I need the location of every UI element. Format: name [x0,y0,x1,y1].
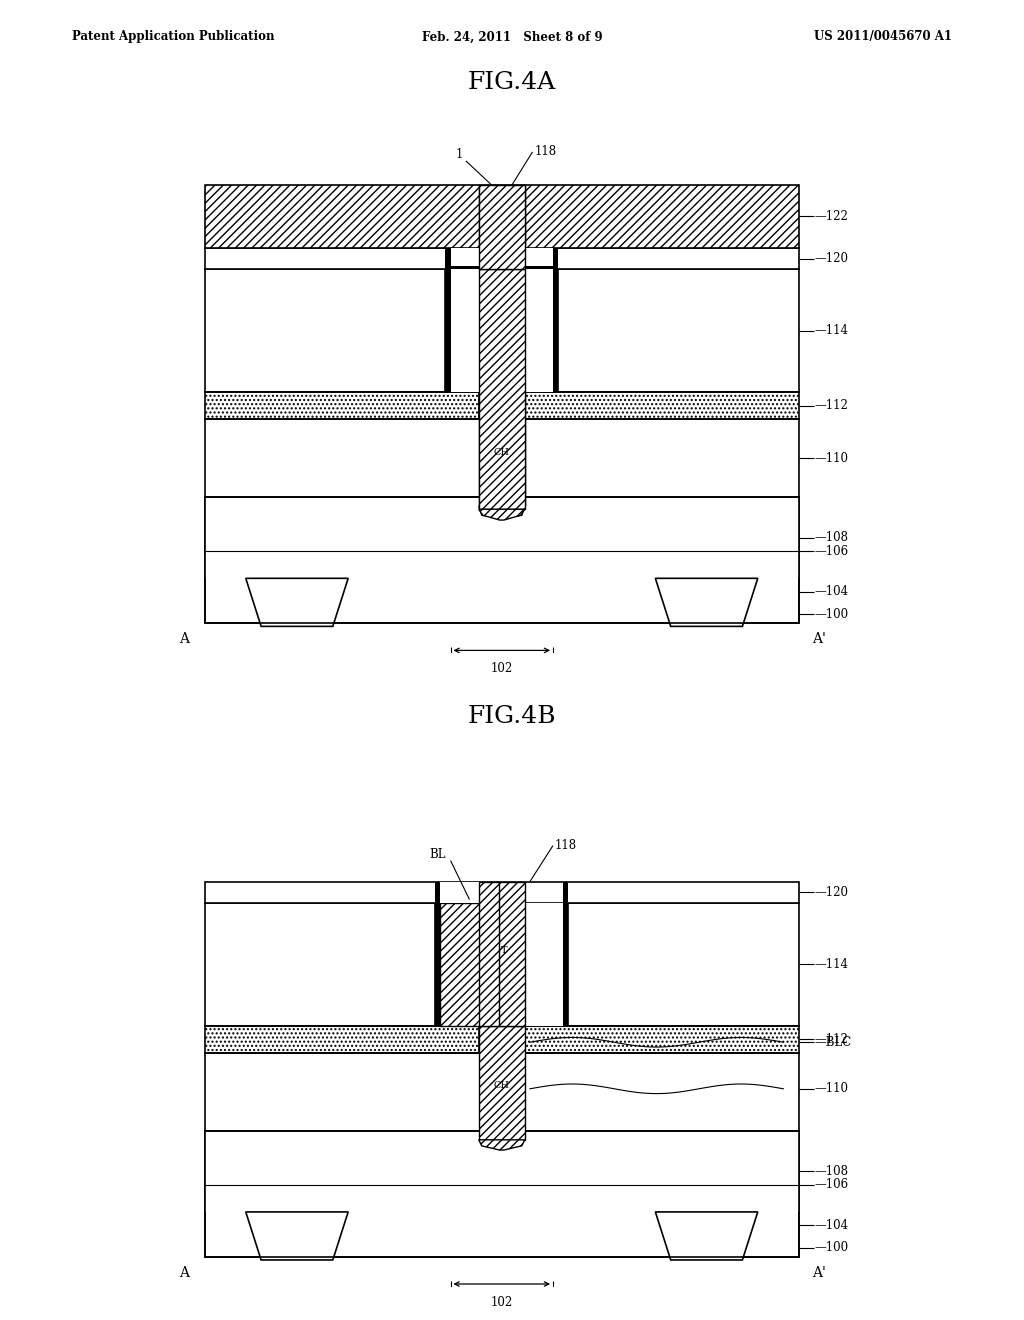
Text: —112: —112 [814,1032,848,1045]
Text: —106: —106 [814,545,848,558]
Text: A: A [179,1266,189,1280]
Text: FIG.4B: FIG.4B [468,705,556,727]
Text: —100: —100 [814,609,848,620]
Bar [635,1131,799,1212]
Bar [635,498,799,578]
Bar [479,185,525,269]
Bar [205,185,799,248]
Text: US 2011/0045670 A1: US 2011/0045670 A1 [814,30,952,44]
Text: BL: BL [429,847,445,861]
Bar [451,248,553,267]
Bar [205,498,799,623]
Polygon shape [655,578,758,627]
Bar [479,1026,525,1140]
Bar [205,1053,799,1131]
Text: —112: —112 [814,399,848,412]
Bar [435,882,440,1026]
Text: —BLC: —BLC [814,1036,851,1049]
Bar [205,1131,799,1257]
Bar [205,498,369,578]
Text: 102: 102 [490,1296,513,1309]
Bar [451,269,479,392]
Bar [479,392,525,507]
Bar [479,882,525,1026]
Polygon shape [479,507,524,519]
Text: A': A' [812,1266,826,1280]
Text: —122: —122 [814,210,848,223]
Bar [205,420,799,498]
Bar [451,269,479,392]
Text: A': A' [812,632,826,647]
Bar [553,248,558,392]
Bar [205,248,799,269]
Bar [524,269,553,392]
Text: A: A [179,632,189,647]
Text: —110: —110 [814,1082,848,1096]
Text: Feb. 24, 2011   Sheet 8 of 9: Feb. 24, 2011 Sheet 8 of 9 [422,30,602,44]
Text: T: T [501,946,507,956]
Text: 102: 102 [490,663,513,676]
Bar [524,392,799,420]
Bar [205,1131,799,1257]
Text: 1: 1 [456,148,463,161]
Text: 118: 118 [535,145,557,158]
Bar [205,903,799,1026]
Bar [524,903,563,1026]
Bar [205,1026,479,1053]
Bar [205,269,799,392]
Bar [205,498,799,623]
Bar [328,498,676,578]
Text: —104: —104 [814,1218,848,1232]
Text: —110: —110 [814,451,848,465]
Polygon shape [246,1212,348,1261]
Polygon shape [246,578,348,627]
Text: CH: CH [494,1081,510,1090]
Text: —108: —108 [814,531,848,544]
Text: —120: —120 [814,886,848,899]
Bar [563,882,568,1026]
Polygon shape [655,1212,758,1261]
Text: FIG.4A: FIG.4A [468,71,556,94]
Text: CH: CH [494,447,510,457]
Text: 118: 118 [555,840,578,851]
Polygon shape [479,1140,524,1150]
Bar [524,269,553,392]
Bar [479,185,525,392]
Text: —114: —114 [814,325,848,337]
Bar [440,903,499,1026]
Text: —108: —108 [814,1164,848,1177]
Polygon shape [479,510,524,520]
Bar [205,1131,369,1212]
Bar [440,882,499,903]
Text: Patent Application Publication: Patent Application Publication [72,30,274,44]
Bar [205,392,479,420]
Bar [205,882,799,903]
Text: —120: —120 [814,252,848,265]
Text: —104: —104 [814,585,848,598]
Text: —106: —106 [814,1179,848,1192]
Text: —114: —114 [814,958,848,970]
Bar [445,248,558,269]
Text: —100: —100 [814,1242,848,1254]
Bar [445,248,451,392]
Bar [479,269,525,510]
Bar [524,1026,799,1053]
Bar [328,1131,676,1212]
